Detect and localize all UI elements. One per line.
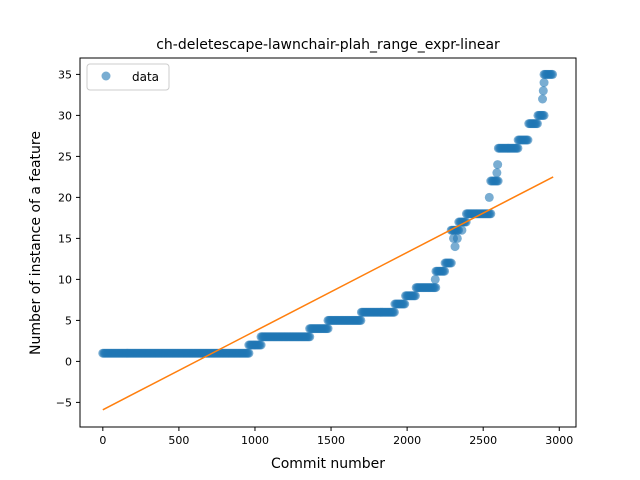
chart-title: ch-deletescape-lawnchair-plah_range_expr… xyxy=(156,37,500,53)
data-point xyxy=(486,209,496,219)
x-tick-label: 500 xyxy=(168,434,189,447)
y-axis-label: Number of instance of a feature xyxy=(28,131,44,355)
data-point xyxy=(400,299,410,309)
x-tick-label: 0 xyxy=(99,434,106,447)
data-point xyxy=(548,69,558,79)
data-point xyxy=(440,266,450,276)
axes: 0 500 1000 1500 2000 2500 3000 −5 0 5 10 15 20 25 30 35 xyxy=(56,57,577,447)
x-tick-label: 1500 xyxy=(317,434,345,447)
y-tick-label: 20 xyxy=(58,191,72,204)
data-point xyxy=(532,119,542,129)
data-point xyxy=(457,225,467,235)
x-axis-label: Commit number xyxy=(271,456,385,472)
data-point xyxy=(539,110,549,120)
data-point xyxy=(430,274,440,284)
fit-line xyxy=(102,176,554,411)
x-tick-label: 2500 xyxy=(469,434,497,447)
x-tick-label: 1000 xyxy=(241,434,269,447)
plot-area xyxy=(98,69,558,411)
y-tick-label: −5 xyxy=(56,396,72,409)
y-tick-label: 15 xyxy=(58,232,72,245)
data-point xyxy=(356,315,366,325)
legend: data xyxy=(86,63,170,91)
x-tick-label: 3000 xyxy=(545,434,573,447)
data-point xyxy=(256,340,266,350)
y-tick-label: 10 xyxy=(58,273,72,286)
data-point xyxy=(493,160,503,170)
data-point xyxy=(538,94,548,104)
data-point xyxy=(244,348,254,358)
data-point xyxy=(484,192,494,202)
data-point xyxy=(492,168,502,178)
data-point xyxy=(538,86,548,96)
data-point xyxy=(450,242,460,252)
data-point xyxy=(493,176,503,186)
y-tick-label: 25 xyxy=(58,150,72,163)
data-point xyxy=(523,135,533,145)
axes-frame xyxy=(79,57,577,428)
data-point xyxy=(452,233,462,243)
legend-label-data: data xyxy=(132,70,159,84)
y-tick-label: 35 xyxy=(58,68,72,81)
data-point xyxy=(389,307,399,317)
data-point xyxy=(410,291,420,301)
legend-marker-data xyxy=(101,71,111,81)
y-tick-label: 5 xyxy=(65,314,72,327)
data-point xyxy=(446,258,456,268)
legend-box xyxy=(86,63,170,91)
y-tick-label: 0 xyxy=(65,355,72,368)
x-tick-label: 2000 xyxy=(393,434,421,447)
data-point xyxy=(513,143,523,153)
data-point xyxy=(323,324,333,334)
data-point xyxy=(539,78,549,88)
data-point xyxy=(431,283,441,293)
data-point xyxy=(305,332,315,342)
y-tick-label: 30 xyxy=(58,109,72,122)
